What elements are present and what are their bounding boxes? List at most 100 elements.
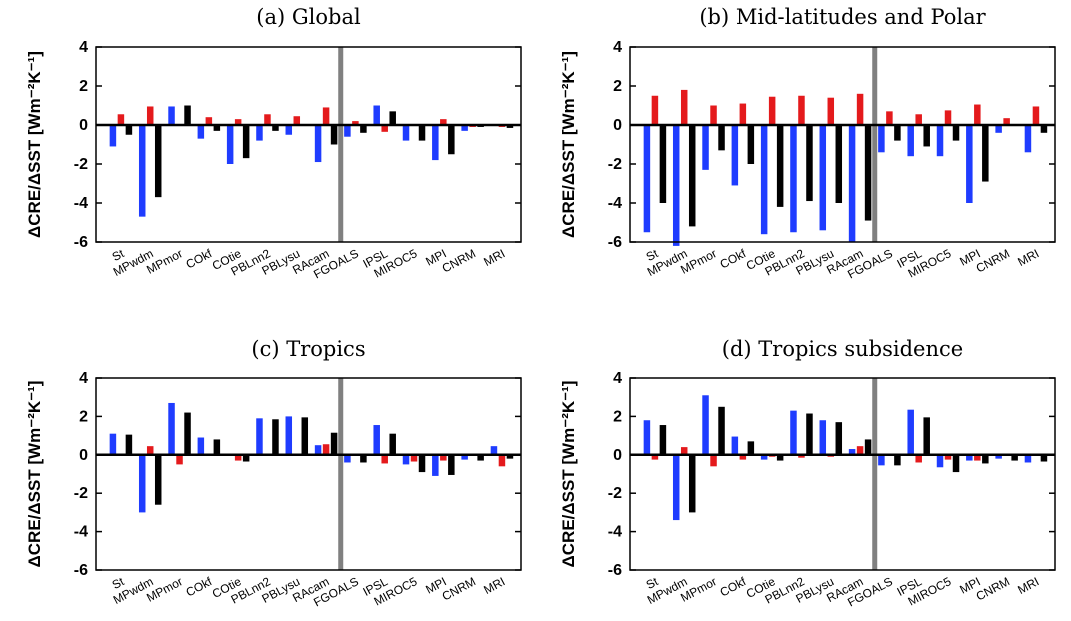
bar-cokf-s1 [731, 125, 739, 186]
bar-fgoals-s2 [352, 121, 359, 125]
bar-ipsl-s1 [907, 125, 914, 157]
bar-miroc5-s2 [410, 454, 418, 462]
x-tick-label: MRI [481, 246, 507, 269]
bar-mpi-s2 [974, 454, 981, 461]
bar-st-s3 [125, 434, 133, 455]
y-tick-label: -2 [74, 156, 88, 173]
y-tick-label: -6 [74, 234, 88, 251]
bar-ipsl-s2 [915, 454, 922, 463]
bar-miroc5-s3 [952, 454, 960, 473]
bar-cokf-s1 [731, 436, 739, 455]
bar-st-s1 [109, 433, 117, 455]
x-tick-label: CNRM [974, 574, 1012, 603]
x-tick-label: CNRM [974, 246, 1012, 275]
bar-mri-s2 [1032, 106, 1040, 125]
bar-st-s2 [117, 114, 125, 125]
bar-pblnn2-s1 [256, 418, 263, 455]
bar-mpi-s3 [448, 125, 455, 155]
bar-st-s2 [651, 95, 659, 125]
bar-racam-s3 [864, 439, 872, 455]
bar-mri-s3 [1040, 125, 1048, 133]
plot-frame [629, 46, 1056, 243]
bar-ipsl-s2 [381, 125, 388, 132]
bar-cokf-s3 [747, 125, 755, 164]
bar-cotie-s1 [226, 125, 234, 164]
x-tick-label: MRI [1015, 246, 1041, 269]
y-axis-label: ΔCRE/ΔSST [Wm⁻²K⁻¹] [25, 51, 44, 238]
bar-mpwdm-s1 [138, 125, 146, 217]
bar-mri-s1 [1024, 454, 1032, 463]
bar-miroc5-s1 [936, 125, 944, 157]
bar-mpi-s1 [966, 454, 973, 461]
x-tick-label: MRI [481, 574, 507, 597]
bar-fgoals-s1 [878, 454, 885, 466]
y-tick-label: 4 [613, 370, 622, 387]
y-tick-label: -4 [608, 195, 622, 212]
y-tick-label: 4 [79, 39, 88, 56]
bar-cotie-s3 [776, 125, 784, 207]
bar-mpmor-s1 [168, 402, 175, 455]
bar-mri-s3 [506, 454, 514, 459]
bar-mpwdm-s2 [146, 446, 154, 455]
y-tick-label: -6 [74, 562, 88, 579]
y-tick-label: 0 [613, 117, 622, 134]
y-tick-label: -4 [608, 524, 622, 541]
plot-frame [95, 46, 522, 243]
bar-mpwdm-s1 [672, 125, 680, 246]
bar-racam-s2 [856, 93, 864, 125]
bar-mri-s3 [1040, 454, 1048, 462]
bar-mpmor-s1 [702, 395, 709, 455]
chart-title: (c) Tropics [251, 337, 365, 361]
y-axis-label: ΔCRE/ΔSST [Wm⁻²K⁻¹] [25, 381, 44, 568]
bar-pblnn2-s1 [256, 125, 263, 141]
x-tick-label: CNRM [440, 574, 478, 603]
y-tick-label: -4 [74, 524, 88, 541]
bar-racam-s2 [322, 107, 330, 125]
plot-frame [629, 377, 1056, 571]
bar-mpi-s3 [982, 125, 989, 182]
bar-mpmor-s3 [718, 406, 725, 455]
bar-cnrm-s1 [995, 125, 1002, 133]
bar-pblnn2-s2 [798, 454, 805, 458]
chart-panel-4: (d) Tropics subsidence ΔCRE/ΔSST [Wm⁻²K⁻¹… [559, 337, 1056, 610]
bar-ipsl-s1 [373, 425, 380, 455]
bar-st-s3 [659, 125, 667, 203]
bar-mpwdm-s1 [672, 454, 680, 521]
x-tick-label: COkf [184, 574, 215, 600]
bar-cotie-s2 [234, 119, 242, 125]
bar-racam-s1 [848, 125, 856, 242]
bar-st-s3 [125, 125, 133, 135]
bar-cotie-s3 [776, 454, 784, 461]
bar-cotie-s3 [242, 125, 250, 159]
bar-pblysu-s1 [819, 125, 827, 231]
bar-pblnn2-s3 [272, 419, 279, 455]
bar-racam-s3 [864, 125, 872, 221]
x-tick-label: CNRM [440, 246, 478, 275]
chart-title: (b) Mid-latitudes and Polar [699, 5, 986, 29]
y-axis-label: ΔCRE/ΔSST [Wm⁻²K⁻¹] [559, 381, 578, 568]
bar-mpmor-s1 [168, 106, 175, 125]
y-tick-label: 2 [79, 408, 88, 425]
chart-panel-2: (b) Mid-latitudes and Polar ΔCRE/ΔSST [Wm… [559, 5, 1056, 282]
bar-mri-s3 [506, 125, 514, 128]
bar-pblysu-s2 [827, 97, 835, 125]
bar-miroc5-s1 [402, 125, 410, 141]
bar-pblysu-s2 [293, 116, 301, 125]
bar-st-s1 [643, 125, 651, 233]
bar-mri-s1 [490, 446, 498, 455]
bar-pblysu-s3 [301, 417, 309, 455]
bar-mpwdm-s2 [680, 89, 688, 125]
y-tick-label: 0 [79, 117, 88, 134]
bar-cokf-s3 [213, 439, 221, 455]
bar-cnrm-s2 [1003, 118, 1010, 125]
bar-cotie-s3 [242, 454, 250, 462]
y-tick-label: -2 [608, 156, 622, 173]
bar-pblysu-s1 [285, 125, 293, 135]
x-tick-label: COkf [718, 246, 749, 272]
bar-miroc5-s3 [418, 125, 426, 141]
bar-cotie-s2 [768, 96, 776, 125]
bar-racam-s1 [314, 125, 322, 163]
bar-mpwdm-s1 [138, 454, 146, 513]
bar-ipsl-s1 [373, 105, 380, 125]
